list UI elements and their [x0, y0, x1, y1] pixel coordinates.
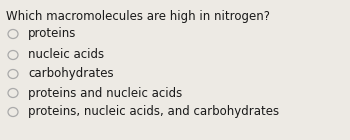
- Text: proteins: proteins: [28, 27, 76, 40]
- Text: carbohydrates: carbohydrates: [28, 67, 114, 80]
- Ellipse shape: [8, 88, 18, 97]
- Text: nucleic acids: nucleic acids: [28, 48, 104, 61]
- Text: Which macromolecules are high in nitrogen?: Which macromolecules are high in nitroge…: [6, 10, 270, 23]
- Ellipse shape: [8, 51, 18, 60]
- Ellipse shape: [8, 69, 18, 79]
- Ellipse shape: [8, 108, 18, 116]
- Ellipse shape: [8, 30, 18, 38]
- Text: proteins, nucleic acids, and carbohydrates: proteins, nucleic acids, and carbohydrat…: [28, 106, 279, 118]
- Text: proteins and nucleic acids: proteins and nucleic acids: [28, 87, 182, 100]
